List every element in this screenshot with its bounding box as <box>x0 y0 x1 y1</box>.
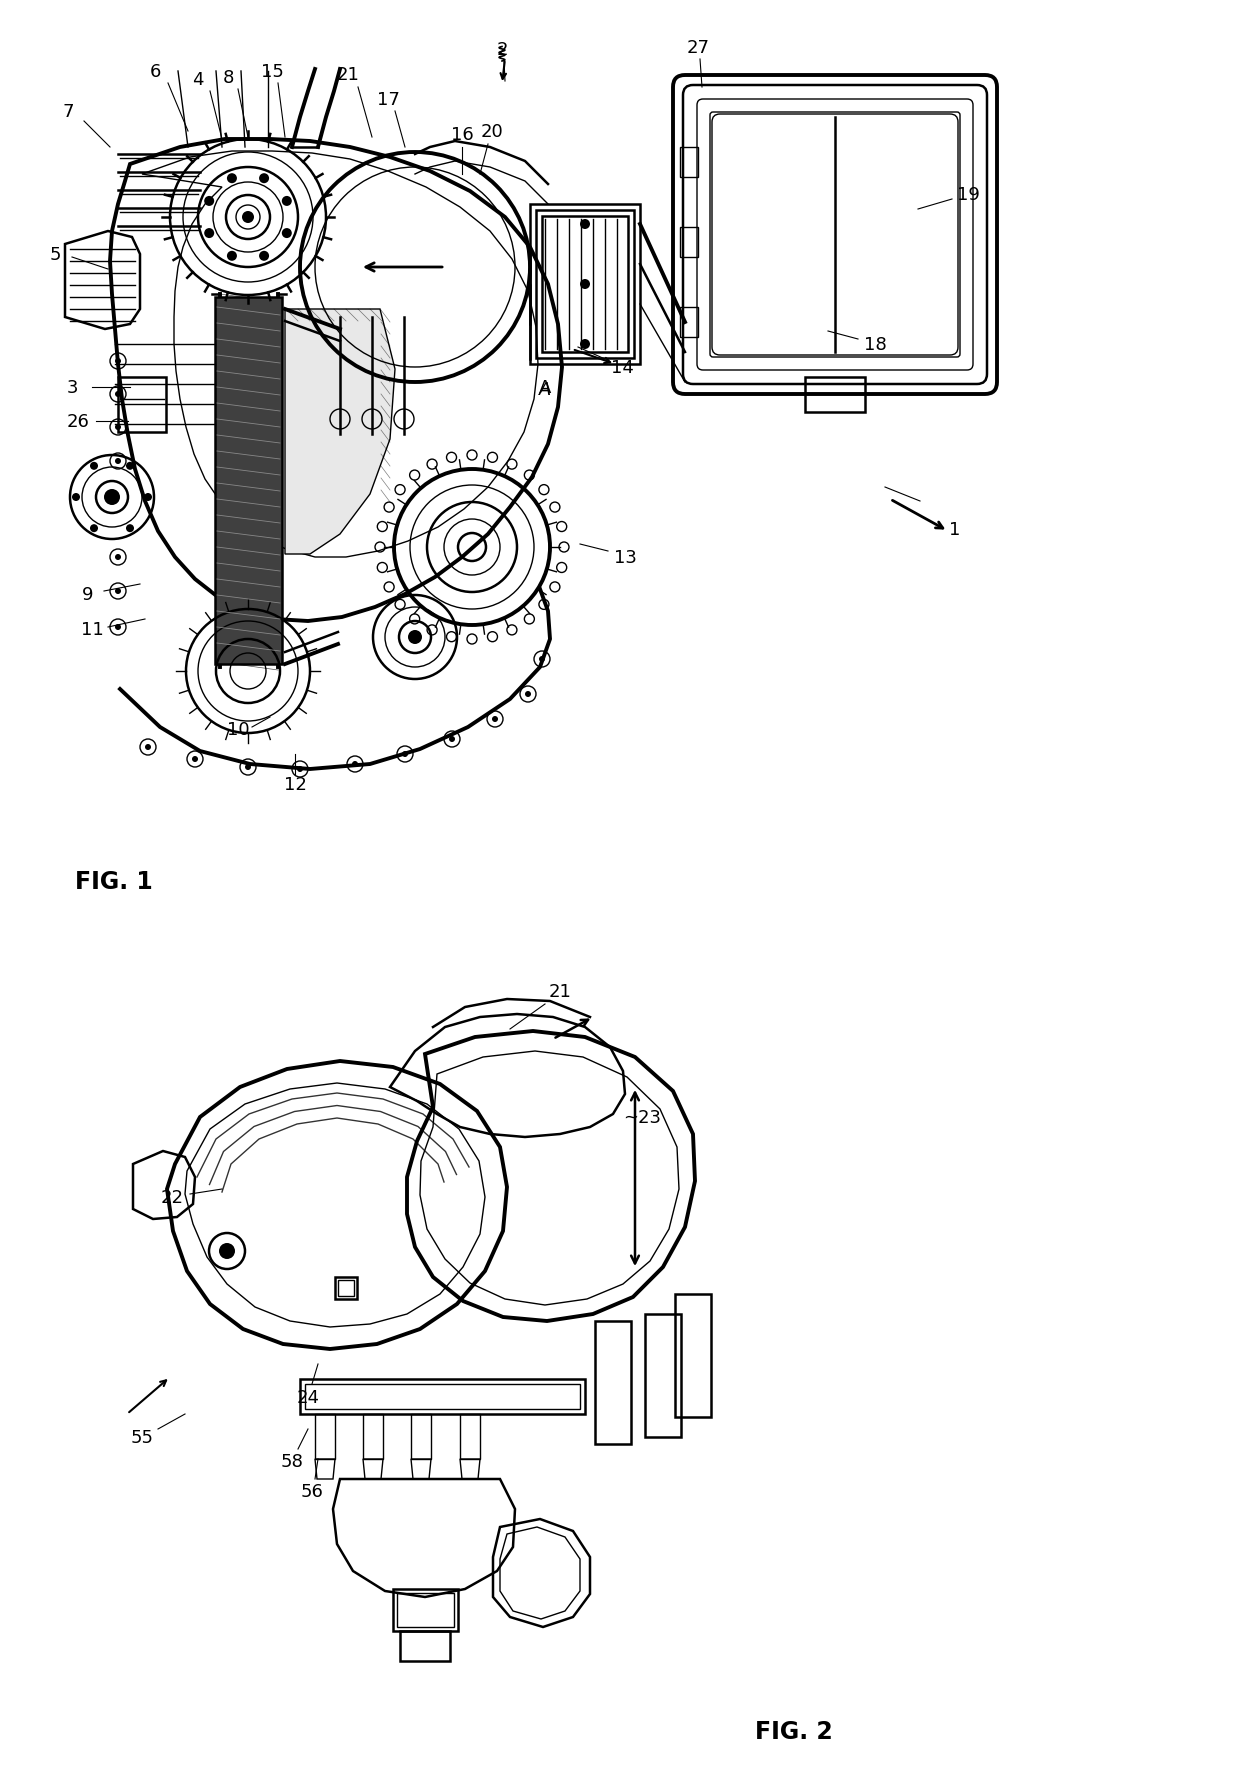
Circle shape <box>115 424 122 431</box>
Circle shape <box>126 526 134 533</box>
Text: 4: 4 <box>192 71 203 89</box>
Text: 21: 21 <box>548 982 572 1000</box>
Text: 5: 5 <box>50 246 61 264</box>
Circle shape <box>580 219 590 230</box>
Circle shape <box>144 494 153 503</box>
Circle shape <box>402 752 408 757</box>
Text: 55: 55 <box>130 1427 154 1447</box>
Circle shape <box>91 463 98 470</box>
Circle shape <box>104 490 120 506</box>
Text: 11: 11 <box>81 620 103 638</box>
Circle shape <box>205 196 215 207</box>
Circle shape <box>72 494 81 503</box>
Circle shape <box>115 625 122 631</box>
Text: 20: 20 <box>481 123 503 141</box>
Text: 26: 26 <box>67 413 89 431</box>
Circle shape <box>115 392 122 397</box>
Text: FIG. 1: FIG. 1 <box>74 870 153 893</box>
Text: 16: 16 <box>450 127 474 144</box>
Text: 1: 1 <box>950 520 961 538</box>
Text: 2: 2 <box>496 41 507 59</box>
Text: 56: 56 <box>300 1483 324 1500</box>
Text: 27: 27 <box>687 39 709 57</box>
Circle shape <box>192 757 198 763</box>
Circle shape <box>281 196 291 207</box>
Circle shape <box>115 358 122 365</box>
Circle shape <box>115 554 122 561</box>
Text: A: A <box>539 381 552 399</box>
Text: 10: 10 <box>227 720 249 738</box>
Text: 19: 19 <box>956 185 980 203</box>
Text: FIG. 2: FIG. 2 <box>755 1720 833 1743</box>
Polygon shape <box>215 298 281 665</box>
Text: 13: 13 <box>614 549 636 567</box>
Circle shape <box>145 745 151 750</box>
Circle shape <box>115 458 122 465</box>
Circle shape <box>126 463 134 470</box>
Text: 6: 6 <box>149 62 161 80</box>
Circle shape <box>259 175 269 184</box>
Circle shape <box>219 1244 236 1260</box>
Text: 58: 58 <box>280 1452 304 1470</box>
Text: 12: 12 <box>284 775 306 793</box>
Text: 17: 17 <box>377 91 399 109</box>
Circle shape <box>242 212 254 225</box>
Circle shape <box>408 631 422 645</box>
Circle shape <box>259 251 269 262</box>
Circle shape <box>580 280 590 290</box>
Circle shape <box>449 736 455 743</box>
Circle shape <box>298 766 303 773</box>
Circle shape <box>91 526 98 533</box>
Circle shape <box>525 691 531 697</box>
Circle shape <box>115 588 122 595</box>
Text: 15: 15 <box>260 62 284 80</box>
Text: 24: 24 <box>296 1388 320 1406</box>
Text: 7: 7 <box>62 103 73 121</box>
Circle shape <box>246 764 250 770</box>
Text: 18: 18 <box>863 335 887 355</box>
Circle shape <box>580 340 590 349</box>
Circle shape <box>352 761 358 768</box>
Text: ~23: ~23 <box>622 1108 661 1126</box>
Text: 21: 21 <box>336 66 360 84</box>
Text: 8: 8 <box>222 69 233 87</box>
Circle shape <box>227 251 237 262</box>
Text: 3: 3 <box>66 380 78 397</box>
Circle shape <box>281 228 291 239</box>
Polygon shape <box>285 310 396 554</box>
Text: 22: 22 <box>160 1189 184 1206</box>
Circle shape <box>492 716 498 722</box>
Circle shape <box>205 228 215 239</box>
Text: 14: 14 <box>610 358 634 376</box>
Circle shape <box>539 656 546 663</box>
Text: 9: 9 <box>82 586 94 604</box>
Text: A: A <box>539 380 552 397</box>
Circle shape <box>227 175 237 184</box>
